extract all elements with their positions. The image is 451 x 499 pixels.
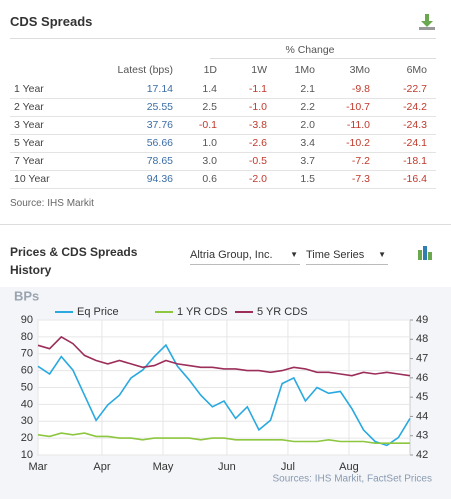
series-line bbox=[37, 432, 410, 444]
table-cell: -24.3 bbox=[403, 119, 427, 131]
table-cell: -2.6 bbox=[248, 137, 267, 149]
x-tick-label: Jun bbox=[218, 461, 236, 473]
company-name: Altria Group, Inc. bbox=[190, 249, 273, 261]
y-tick-label: 20 bbox=[21, 432, 33, 444]
table-cell: -1.1 bbox=[248, 83, 267, 95]
table-cell: 2.2 bbox=[300, 101, 315, 113]
table-cell: 3.7 bbox=[300, 155, 315, 167]
row-label: 2 Year bbox=[14, 101, 44, 113]
y2-tick-label: 47 bbox=[416, 352, 428, 364]
table-cell: 94.36 bbox=[146, 173, 173, 185]
table-cell: -9.8 bbox=[351, 83, 370, 95]
table-cell: -18.1 bbox=[403, 155, 427, 167]
table-row bbox=[10, 134, 436, 153]
x-tick-label: Apr bbox=[93, 461, 110, 473]
table-cell: -7.2 bbox=[351, 155, 370, 167]
chart: BPs 10 20 30 40 50 60 70 80 90 42 43 44 45 46 47 48 49 Ma… bbox=[0, 287, 451, 499]
x-tick-label: May bbox=[153, 461, 174, 473]
view-name: Time Series bbox=[306, 249, 365, 261]
table-row bbox=[10, 116, 436, 135]
series-line bbox=[37, 335, 411, 377]
table-cell: 25.55 bbox=[146, 101, 173, 113]
column-header: Latest (bps) bbox=[117, 64, 173, 76]
x-tick-label: Aug bbox=[339, 461, 359, 473]
panel-title: CDS Spreads bbox=[10, 14, 93, 29]
row-label: 7 Year bbox=[14, 155, 44, 167]
y-tick-label: 80 bbox=[21, 331, 33, 343]
table-cell: 17.14 bbox=[146, 83, 173, 95]
table-row bbox=[10, 98, 436, 117]
table-cell: -3.8 bbox=[248, 119, 267, 131]
table-cell: 3.4 bbox=[300, 137, 315, 149]
table-cell: -16.4 bbox=[403, 173, 427, 185]
download-icon[interactable] bbox=[418, 12, 436, 32]
table-row bbox=[10, 152, 436, 171]
table-cell: 2.1 bbox=[300, 83, 315, 95]
table-cell: -0.1 bbox=[198, 119, 217, 131]
section-title: Prices & CDS Spreads History bbox=[10, 245, 138, 277]
table-cell: -0.5 bbox=[248, 155, 267, 167]
column-header: 1D bbox=[203, 64, 217, 76]
table-cell: -24.1 bbox=[403, 137, 427, 149]
y2-tick-label: 45 bbox=[416, 391, 428, 403]
x-tick-label: Jul bbox=[281, 461, 295, 473]
series-line bbox=[37, 343, 411, 447]
column-header: 3Mo bbox=[349, 64, 370, 76]
column-header: 1Mo bbox=[294, 64, 315, 76]
table-cell: -7.3 bbox=[351, 173, 370, 185]
table-cell: 56.66 bbox=[146, 137, 173, 149]
table-cell: -10.2 bbox=[346, 137, 370, 149]
y-tick-label: 10 bbox=[21, 449, 33, 461]
table-cell: 0.6 bbox=[202, 173, 217, 185]
legend-label: 1 YR CDS bbox=[177, 306, 228, 318]
table-cell: -11.0 bbox=[346, 119, 370, 131]
y-tick-label: 40 bbox=[21, 398, 33, 410]
table-cell: -2.0 bbox=[248, 173, 267, 185]
chart-icon[interactable] bbox=[416, 244, 434, 262]
chart-source: Sources: IHS Markit, FactSet Prices bbox=[273, 474, 433, 485]
y2-tick-label: 49 bbox=[416, 314, 428, 326]
legend-label: Eq Price bbox=[77, 306, 119, 318]
table-row bbox=[10, 170, 436, 189]
legend-label: 5 YR CDS bbox=[257, 306, 308, 318]
source: Source: IHS Markit bbox=[10, 198, 94, 209]
y2-tick-label: 42 bbox=[416, 449, 428, 461]
table-cell: 3.0 bbox=[202, 155, 217, 167]
y-tick-label: 90 bbox=[21, 314, 33, 326]
company-dropdown[interactable]: Altria Group, Inc. ▼ bbox=[190, 246, 300, 265]
y2-tick-label: 44 bbox=[416, 410, 428, 422]
y-tick-label: 70 bbox=[21, 348, 33, 360]
x-tick-label: Mar bbox=[29, 461, 48, 473]
table-cell: 2.5 bbox=[202, 101, 217, 113]
table-cell: -10.7 bbox=[346, 101, 370, 113]
table-cell: 78.65 bbox=[146, 155, 173, 167]
y-tick-label: 50 bbox=[21, 381, 33, 393]
group-header: % Change bbox=[285, 44, 335, 56]
y-tick-label: 60 bbox=[21, 365, 33, 377]
table-cell: -22.7 bbox=[403, 83, 427, 95]
table-row bbox=[10, 80, 436, 99]
column-header: 1W bbox=[251, 64, 267, 76]
table-cell: -1.0 bbox=[248, 101, 267, 113]
y-axis-label: BPs bbox=[14, 288, 39, 303]
table-cell: 1.5 bbox=[300, 173, 315, 185]
y2-tick-label: 46 bbox=[416, 372, 428, 384]
y2-tick-label: 43 bbox=[416, 430, 428, 442]
column-header: 6Mo bbox=[406, 64, 427, 76]
table-cell: 37.76 bbox=[146, 119, 173, 131]
table-cell: 1.0 bbox=[202, 137, 217, 149]
table-cell: -24.2 bbox=[403, 101, 427, 113]
row-label: 5 Year bbox=[14, 137, 44, 149]
view-dropdown[interactable]: Time Series ▼ bbox=[306, 246, 388, 265]
table-cell: 1.4 bbox=[202, 83, 217, 95]
y-tick-label: 30 bbox=[21, 415, 33, 427]
row-label: 1 Year bbox=[14, 83, 44, 95]
row-label: 10 Year bbox=[14, 173, 50, 185]
y2-tick-label: 48 bbox=[416, 333, 428, 345]
table-cell: 2.0 bbox=[300, 119, 315, 131]
row-label: 3 Year bbox=[14, 119, 44, 131]
